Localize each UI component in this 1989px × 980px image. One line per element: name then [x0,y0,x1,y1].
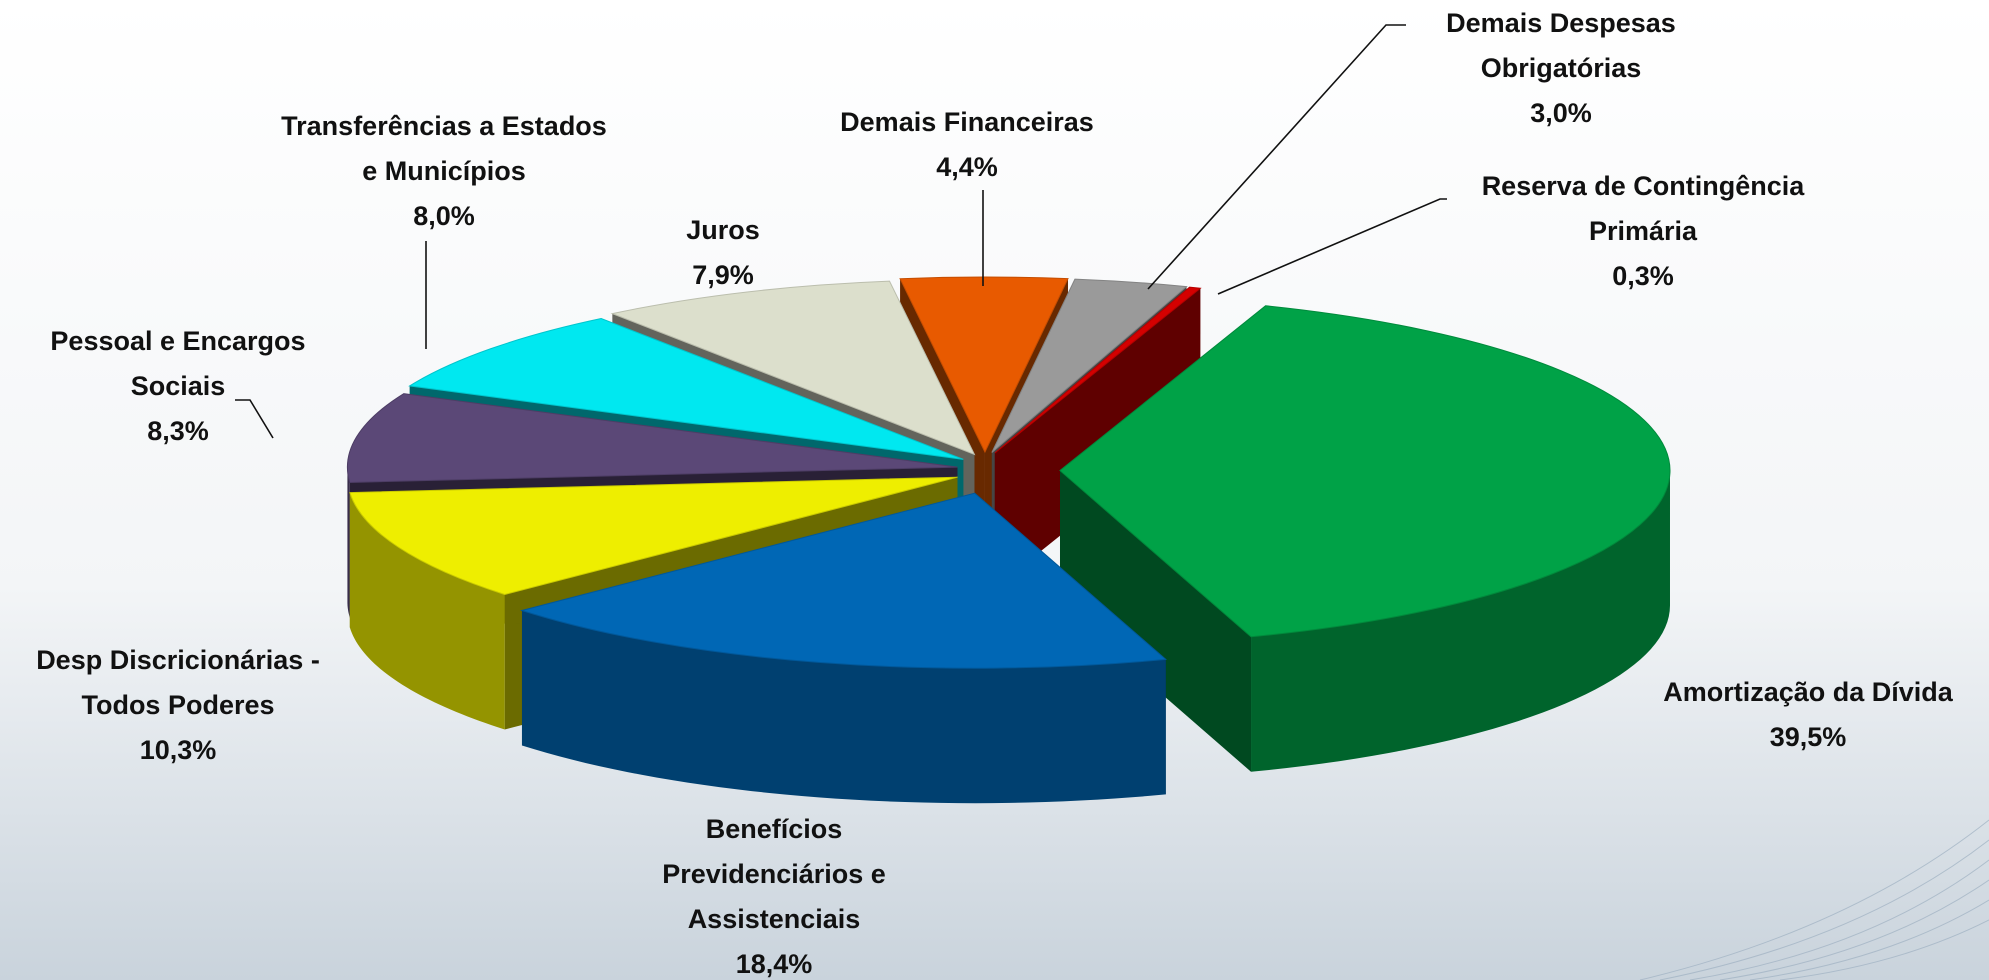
labels: Demais Financeiras 4,4% Demais Despesas Obr… [36,8,1954,979]
slice [1059,305,1671,772]
value-label: 7,9% [692,260,754,290]
slice [520,492,1167,804]
value-label: 8,0% [413,201,475,231]
slice-label: Benefícios Previdenciários e Assistenciais [662,814,886,934]
value-label: 39,5% [1770,722,1847,752]
leader-line [1217,198,1447,295]
value-label: 18,4% [736,949,813,979]
slice-label: Juros [686,215,760,245]
slice-label: Reserva de Contingência Primária [1482,171,1806,246]
slice-side [349,492,505,730]
slice-top [408,318,964,460]
pie [346,276,1671,804]
leader-line [235,399,274,439]
leader-line [1147,24,1406,290]
slice-top [520,492,1167,669]
slice-top [349,476,958,595]
slice-side [347,467,350,618]
slice-top [346,393,958,483]
value-label: 3,0% [1530,98,1592,128]
slice-side [521,610,1166,804]
slice-top [899,276,1069,454]
slice-label: Demais Despesas Obrigatórias [1446,8,1676,83]
slice-label: Amortização da Dívida [1663,677,1954,707]
value-label: 10,3% [140,735,217,765]
slice-label: Transferências a Estados e Municípios [281,111,607,186]
slice [994,286,1202,588]
slice-wall [1059,470,1252,772]
slice-top [1059,305,1671,638]
slice-label: Demais Financeiras [840,107,1094,137]
value-label: 4,4% [936,152,998,182]
value-label: 8,3% [147,416,209,446]
slice-wall [994,288,1201,588]
value-label: 0,3% [1612,261,1674,291]
slice-top [994,286,1202,454]
slice-side [1251,470,1670,772]
slice-top [610,280,976,456]
slice-top [991,278,1188,453]
slice-label: Pessoal e Encargos Sociais [50,326,305,401]
decor-waves [1639,819,1989,980]
slice-label: Desp Discricionárias -Todos Poderes [36,645,320,720]
